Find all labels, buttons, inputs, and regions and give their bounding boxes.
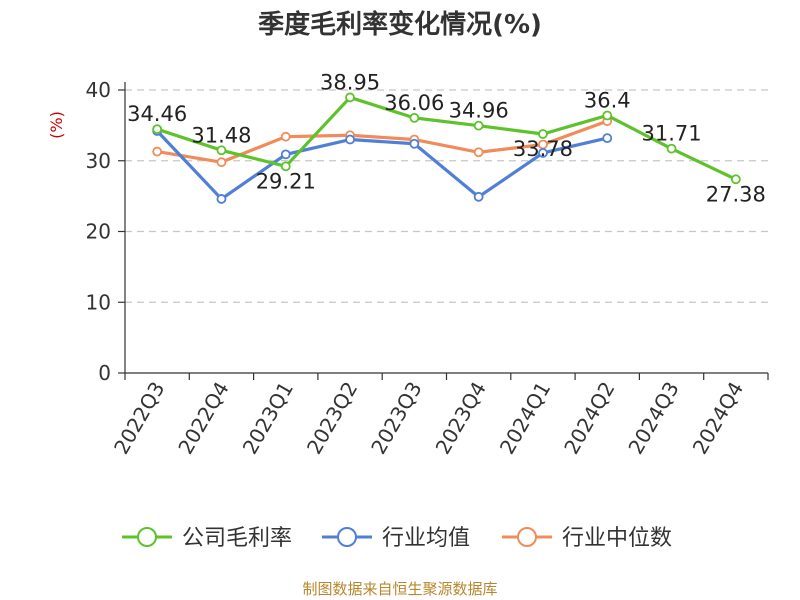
legend[interactable]: 公司毛利率 行业均值 行业中位数 — [122, 526, 672, 551]
data-point — [473, 191, 484, 202]
legend-swatch-marker — [337, 527, 357, 547]
series-line — [155, 129, 608, 201]
x-tick-label: 2024Q4 — [688, 378, 748, 459]
data-point — [409, 112, 420, 123]
data-label: 38.95 — [320, 70, 380, 94]
legend-swatch-marker — [137, 527, 157, 547]
legend-swatch-marker — [517, 527, 537, 547]
y-tick-label: 30 — [86, 149, 111, 173]
data-point — [345, 134, 355, 145]
x-tick-label: 2022Q4 — [173, 378, 233, 459]
data-point — [473, 120, 484, 131]
data-label: 29.21 — [256, 169, 316, 193]
data-label: 36.4 — [584, 88, 631, 112]
data-point — [602, 133, 613, 144]
data-label: 27.38 — [706, 182, 766, 206]
data-point — [345, 92, 355, 103]
legend-label: 行业中位数 — [562, 526, 672, 551]
data-label: 31.48 — [191, 123, 251, 147]
x-tick-label: 2024Q3 — [623, 378, 683, 459]
data-point — [473, 147, 484, 158]
data-point — [280, 131, 291, 142]
data-label: 33.78 — [513, 137, 573, 161]
data-point — [666, 143, 677, 154]
x-tick-label: 2022Q3 — [109, 378, 169, 459]
x-tick-label: 2024Q1 — [495, 378, 555, 459]
chart-title: 季度毛利率变化情况(%) — [258, 10, 542, 40]
legend-label: 行业均值 — [382, 526, 470, 551]
data-point — [280, 149, 291, 160]
series-line — [156, 119, 608, 164]
data-label: 36.06 — [384, 91, 444, 115]
x-tick-label: 2023Q1 — [238, 378, 298, 459]
data-point — [216, 157, 227, 168]
x-tick-label: 2024Q2 — [559, 378, 619, 459]
data-point — [602, 110, 613, 121]
data-point — [538, 129, 548, 139]
y-tick-label: 0 — [98, 361, 111, 385]
data-point — [280, 161, 291, 172]
data-point — [538, 148, 548, 158]
y-tick-label: 40 — [86, 78, 111, 102]
y-axis-label: (%) — [47, 111, 66, 139]
legend-item[interactable]: 行业均值 — [322, 526, 470, 551]
legend-label: 公司毛利率 — [182, 526, 292, 551]
source-note: 制图数据来自恒生聚源数据库 — [302, 580, 498, 598]
legend-item[interactable]: 行业中位数 — [502, 526, 672, 551]
data-label: 34.96 — [449, 99, 509, 123]
x-tick-label: 2023Q2 — [302, 378, 362, 459]
data-point — [216, 194, 227, 204]
series-line — [156, 95, 737, 181]
y-tick-label: 20 — [86, 220, 111, 244]
data-point — [152, 124, 163, 135]
data-label: 34.46 — [127, 102, 187, 126]
x-tick-label: 2023Q4 — [431, 378, 491, 459]
data-point — [216, 145, 227, 156]
data-label: 31.71 — [641, 122, 701, 146]
data-point — [730, 174, 741, 185]
data-point — [152, 146, 163, 157]
series-lines — [152, 92, 741, 204]
y-tick-label: 10 — [86, 290, 111, 314]
x-tick-label: 2023Q3 — [366, 378, 426, 459]
legend-item[interactable]: 公司毛利率 — [122, 526, 292, 551]
data-point — [409, 138, 420, 149]
